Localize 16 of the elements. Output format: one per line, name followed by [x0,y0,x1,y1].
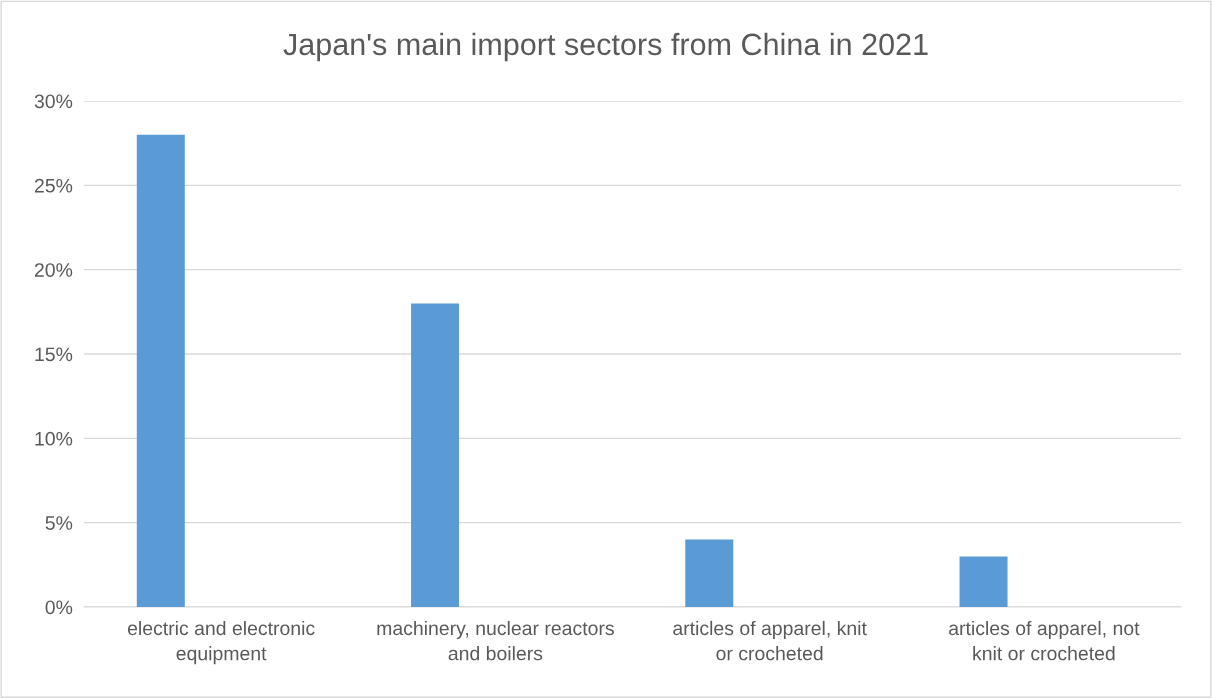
x-tick-label: machinery, nuclear reactors and boilers [377,620,614,661]
x-tick-label: electric and electronic equipment [127,620,315,665]
y-tick-label: 20% [34,263,73,277]
bar [136,134,185,607]
x-tick-label: articles of apparel, knit or crocheted [673,620,867,661]
bar [685,539,734,607]
y-tick-label: 15% [35,347,73,362]
bar [411,303,460,607]
y-tick-label: 10% [35,431,73,446]
bar [959,556,1008,607]
y-tick-label: 5% [45,516,73,530]
x-tick-label: articles of apparel, not knit or crocheted [949,620,1140,661]
y-tick-label: 0% [45,600,73,615]
y-tick-label: 25% [34,178,73,193]
chart-title: Japan's main import sectors from China in 2021 [283,32,928,62]
y-tick-label: 30% [34,94,73,109]
